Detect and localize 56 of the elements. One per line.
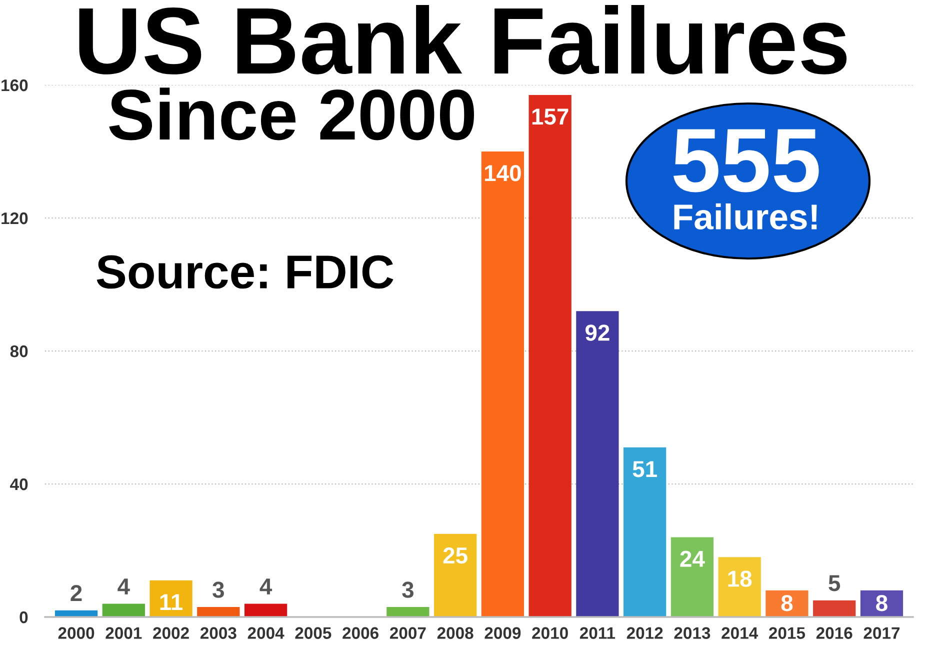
x-tick-label: 2003: [200, 627, 236, 639]
data-label: 92: [586, 324, 610, 341]
chart-subtitle: Since 2000: [109, 88, 474, 140]
data-label: 24: [680, 550, 705, 567]
bar: [670, 537, 714, 617]
data-label: 4: [260, 578, 272, 594]
bar: [624, 447, 666, 617]
x-tick-label: 2013: [674, 627, 710, 639]
chart-title: US Bank Failures: [79, 5, 847, 74]
x-tick-label: 2010: [532, 627, 568, 639]
x-tick-label: 2009: [484, 627, 521, 639]
data-label: 157: [532, 108, 568, 125]
x-tick-label: 2002: [153, 627, 189, 639]
annotation: Source: FDIC: [96, 255, 394, 289]
y-tick-label: 40: [10, 478, 28, 490]
x-tick-label: 2017: [864, 627, 900, 639]
x-tick-label: 2011: [580, 627, 616, 639]
x-tick-label: 2001: [106, 627, 142, 639]
x-tick-label: 2008: [437, 627, 474, 639]
bar: [481, 152, 524, 617]
x-tick-label: 2004: [248, 627, 284, 639]
y-tick-label: 160: [2, 79, 28, 92]
x-tick-label: 2006: [342, 627, 378, 639]
bar: [576, 311, 619, 617]
data-label: 25: [443, 547, 468, 564]
annotation: Failures!: [674, 203, 817, 230]
bar: [813, 600, 856, 617]
data-label: 3: [402, 582, 414, 598]
x-tick-label: 2015: [769, 627, 806, 639]
data-label: 8: [876, 595, 888, 612]
x-tick-label: 2014: [722, 627, 758, 639]
y-tick-label: 0: [20, 611, 28, 624]
bar: [386, 607, 430, 617]
bar: [197, 607, 240, 617]
bar: [244, 604, 288, 617]
data-label: 140: [485, 165, 521, 182]
bar: [528, 94, 572, 617]
x-tick-label: 2012: [626, 627, 663, 639]
data-label: 18: [728, 570, 752, 587]
data-label: 51: [632, 461, 657, 478]
annotation: 555: [673, 129, 819, 192]
x-tick-label: 2016: [816, 627, 852, 639]
x-tick-label: 2007: [390, 627, 426, 639]
data-label: 11: [160, 594, 183, 610]
bar: [102, 604, 145, 617]
bar: [718, 557, 761, 617]
data-label: 3: [212, 582, 224, 598]
data-label: 5: [828, 575, 840, 592]
x-tick-label: 2005: [295, 627, 332, 639]
y-tick-label: 80: [10, 345, 28, 358]
data-label: 4: [118, 578, 130, 594]
data-label: 8: [781, 595, 793, 612]
x-tick-label: 2000: [58, 627, 94, 639]
y-tick-label: 120: [2, 212, 28, 224]
bar: [434, 534, 477, 617]
data-label: 2: [70, 584, 82, 601]
